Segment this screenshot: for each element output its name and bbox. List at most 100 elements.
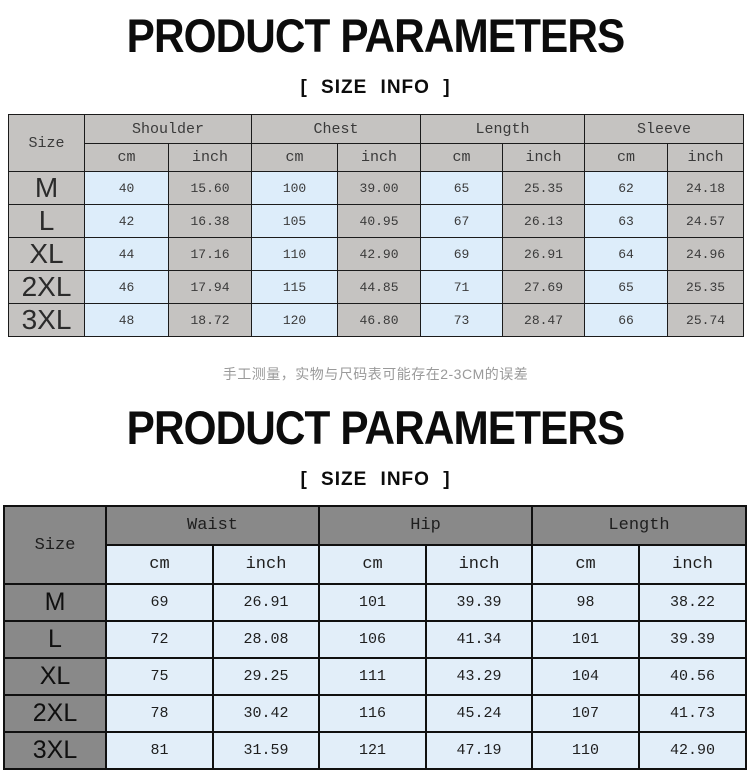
table-row: cm inch cm inch cm inch bbox=[4, 544, 748, 585]
value-cell: 15.60 bbox=[167, 171, 253, 205]
value-cell: 17.16 bbox=[167, 237, 253, 271]
value-cell: 65 bbox=[584, 270, 669, 304]
unit-header-cm: cm bbox=[84, 143, 169, 172]
table-row: XL 44 17.16 110 42.90 69 26.91 64 24.96 bbox=[8, 237, 745, 271]
value-cell: 40.56 bbox=[638, 657, 748, 696]
value-cell: 16.38 bbox=[167, 204, 253, 238]
value-cell: 75 bbox=[105, 657, 214, 696]
size-cell: XL bbox=[3, 657, 107, 696]
value-cell: 78 bbox=[105, 694, 214, 733]
page-title-top-text: PRODUCT PARAMETERS bbox=[126, 9, 626, 62]
unit-header-cm: cm bbox=[531, 544, 641, 585]
size-table-top: Size Shoulder Chest Length Sleeve cm inc… bbox=[8, 114, 745, 337]
size-cell: XL bbox=[8, 237, 85, 271]
value-cell: 72 bbox=[105, 620, 214, 659]
value-cell: 64 bbox=[584, 237, 669, 271]
column-header-length: Length bbox=[531, 505, 748, 546]
table-row: Size Shoulder Chest Length Sleeve bbox=[8, 114, 745, 172]
value-cell: 71 bbox=[420, 270, 504, 304]
value-cell: 28.47 bbox=[502, 303, 586, 337]
value-cell: 18.72 bbox=[167, 303, 253, 337]
value-cell: 26.13 bbox=[502, 204, 586, 238]
value-cell: 24.96 bbox=[667, 237, 745, 271]
value-cell: 46.80 bbox=[337, 303, 422, 337]
unit-header-inch: inch bbox=[167, 143, 253, 172]
size-cell: L bbox=[8, 204, 85, 238]
value-cell: 62 bbox=[584, 171, 669, 205]
value-cell: 40.95 bbox=[337, 204, 422, 238]
value-cell: 42.90 bbox=[337, 237, 422, 271]
value-cell: 24.18 bbox=[667, 171, 745, 205]
size-column-header: Size bbox=[3, 505, 107, 585]
table-row: 3XL 48 18.72 120 46.80 73 28.47 66 25.74 bbox=[8, 303, 745, 337]
value-cell: 40 bbox=[84, 171, 169, 205]
column-header-chest: Chest bbox=[251, 114, 422, 144]
value-cell: 101 bbox=[531, 620, 641, 659]
table-row: cm inch cm inch cm inch cm inch bbox=[9, 143, 745, 172]
table-row: 2XL 78 30.42 116 45.24 107 41.73 bbox=[3, 694, 748, 733]
column-header-length: Length bbox=[420, 114, 586, 144]
unit-header-cm: cm bbox=[318, 544, 428, 585]
value-cell: 41.34 bbox=[425, 620, 534, 659]
unit-header-cm: cm bbox=[420, 143, 504, 172]
size-cell: L bbox=[3, 620, 107, 659]
value-cell: 43.29 bbox=[425, 657, 534, 696]
value-cell: 67 bbox=[420, 204, 504, 238]
value-cell: 42 bbox=[84, 204, 169, 238]
value-cell: 25.74 bbox=[667, 303, 745, 337]
value-cell: 46 bbox=[84, 270, 169, 304]
table-row: XL 75 29.25 111 43.29 104 40.56 bbox=[3, 657, 748, 696]
table-row: M 40 15.60 100 39.00 65 25.35 62 24.18 bbox=[8, 171, 745, 205]
size-table-bottom: Size Waist Hip Length cm inch cm inch cm… bbox=[3, 505, 748, 770]
value-cell: 115 bbox=[251, 270, 339, 304]
value-cell: 69 bbox=[420, 237, 504, 271]
column-header-sleeve: Sleeve bbox=[584, 114, 745, 144]
size-cell: 3XL bbox=[8, 303, 85, 337]
unit-header-inch: inch bbox=[502, 143, 586, 172]
unit-header-cm: cm bbox=[251, 143, 339, 172]
value-cell: 25.35 bbox=[502, 171, 586, 205]
table-row: 2XL 46 17.94 115 44.85 71 27.69 65 25.35 bbox=[8, 270, 745, 304]
value-cell: 38.22 bbox=[638, 583, 748, 622]
value-cell: 65 bbox=[420, 171, 504, 205]
value-cell: 45.24 bbox=[425, 694, 534, 733]
value-cell: 29.25 bbox=[211, 657, 321, 696]
column-header-hip: Hip bbox=[318, 505, 534, 546]
value-cell: 26.91 bbox=[502, 237, 586, 271]
value-cell: 30.42 bbox=[211, 694, 321, 733]
value-cell: 104 bbox=[531, 657, 641, 696]
column-header-shoulder: Shoulder bbox=[83, 114, 253, 144]
value-cell: 48 bbox=[84, 303, 169, 337]
unit-header-cm: cm bbox=[105, 544, 214, 585]
value-cell: 41.73 bbox=[638, 694, 748, 733]
measurement-disclaimer-note: 手工测量，实物与尺码表可能存在2-3CM的误差 bbox=[222, 366, 529, 382]
value-cell: 17.94 bbox=[167, 270, 253, 304]
page-title-bottom-text: PRODUCT PARAMETERS bbox=[126, 401, 626, 454]
table-row: L 42 16.38 105 40.95 67 26.13 63 24.57 bbox=[8, 204, 745, 238]
value-cell: 111 bbox=[318, 657, 428, 696]
unit-header-cm: cm bbox=[584, 143, 669, 172]
value-cell: 28.08 bbox=[211, 620, 321, 659]
table-row: L 72 28.08 106 41.34 101 39.39 bbox=[3, 620, 748, 659]
value-cell: 110 bbox=[251, 237, 339, 271]
unit-header-inch: inch bbox=[667, 143, 745, 172]
size-column-header: Size bbox=[8, 114, 85, 172]
value-cell: 106 bbox=[318, 620, 428, 659]
unit-header-inch: inch bbox=[425, 544, 534, 585]
value-cell: 24.57 bbox=[667, 204, 745, 238]
value-cell: 73 bbox=[420, 303, 504, 337]
size-cell: M bbox=[8, 171, 85, 205]
size-info-subtitle-top: [ SIZE INFO ] bbox=[300, 77, 451, 98]
value-cell: 39.00 bbox=[337, 171, 422, 205]
value-cell: 27.69 bbox=[502, 270, 586, 304]
size-cell: 2XL bbox=[8, 270, 85, 304]
value-cell: 105 bbox=[251, 204, 339, 238]
value-cell: 66 bbox=[584, 303, 669, 337]
value-cell: 39.39 bbox=[425, 583, 534, 622]
value-cell: 39.39 bbox=[638, 620, 748, 659]
value-cell: 107 bbox=[531, 694, 641, 733]
value-cell: 44 bbox=[84, 237, 169, 271]
value-cell: 69 bbox=[105, 583, 214, 622]
value-cell: 63 bbox=[584, 204, 669, 238]
page-title-bottom: PRODUCT PARAMETERS bbox=[0, 400, 751, 456]
